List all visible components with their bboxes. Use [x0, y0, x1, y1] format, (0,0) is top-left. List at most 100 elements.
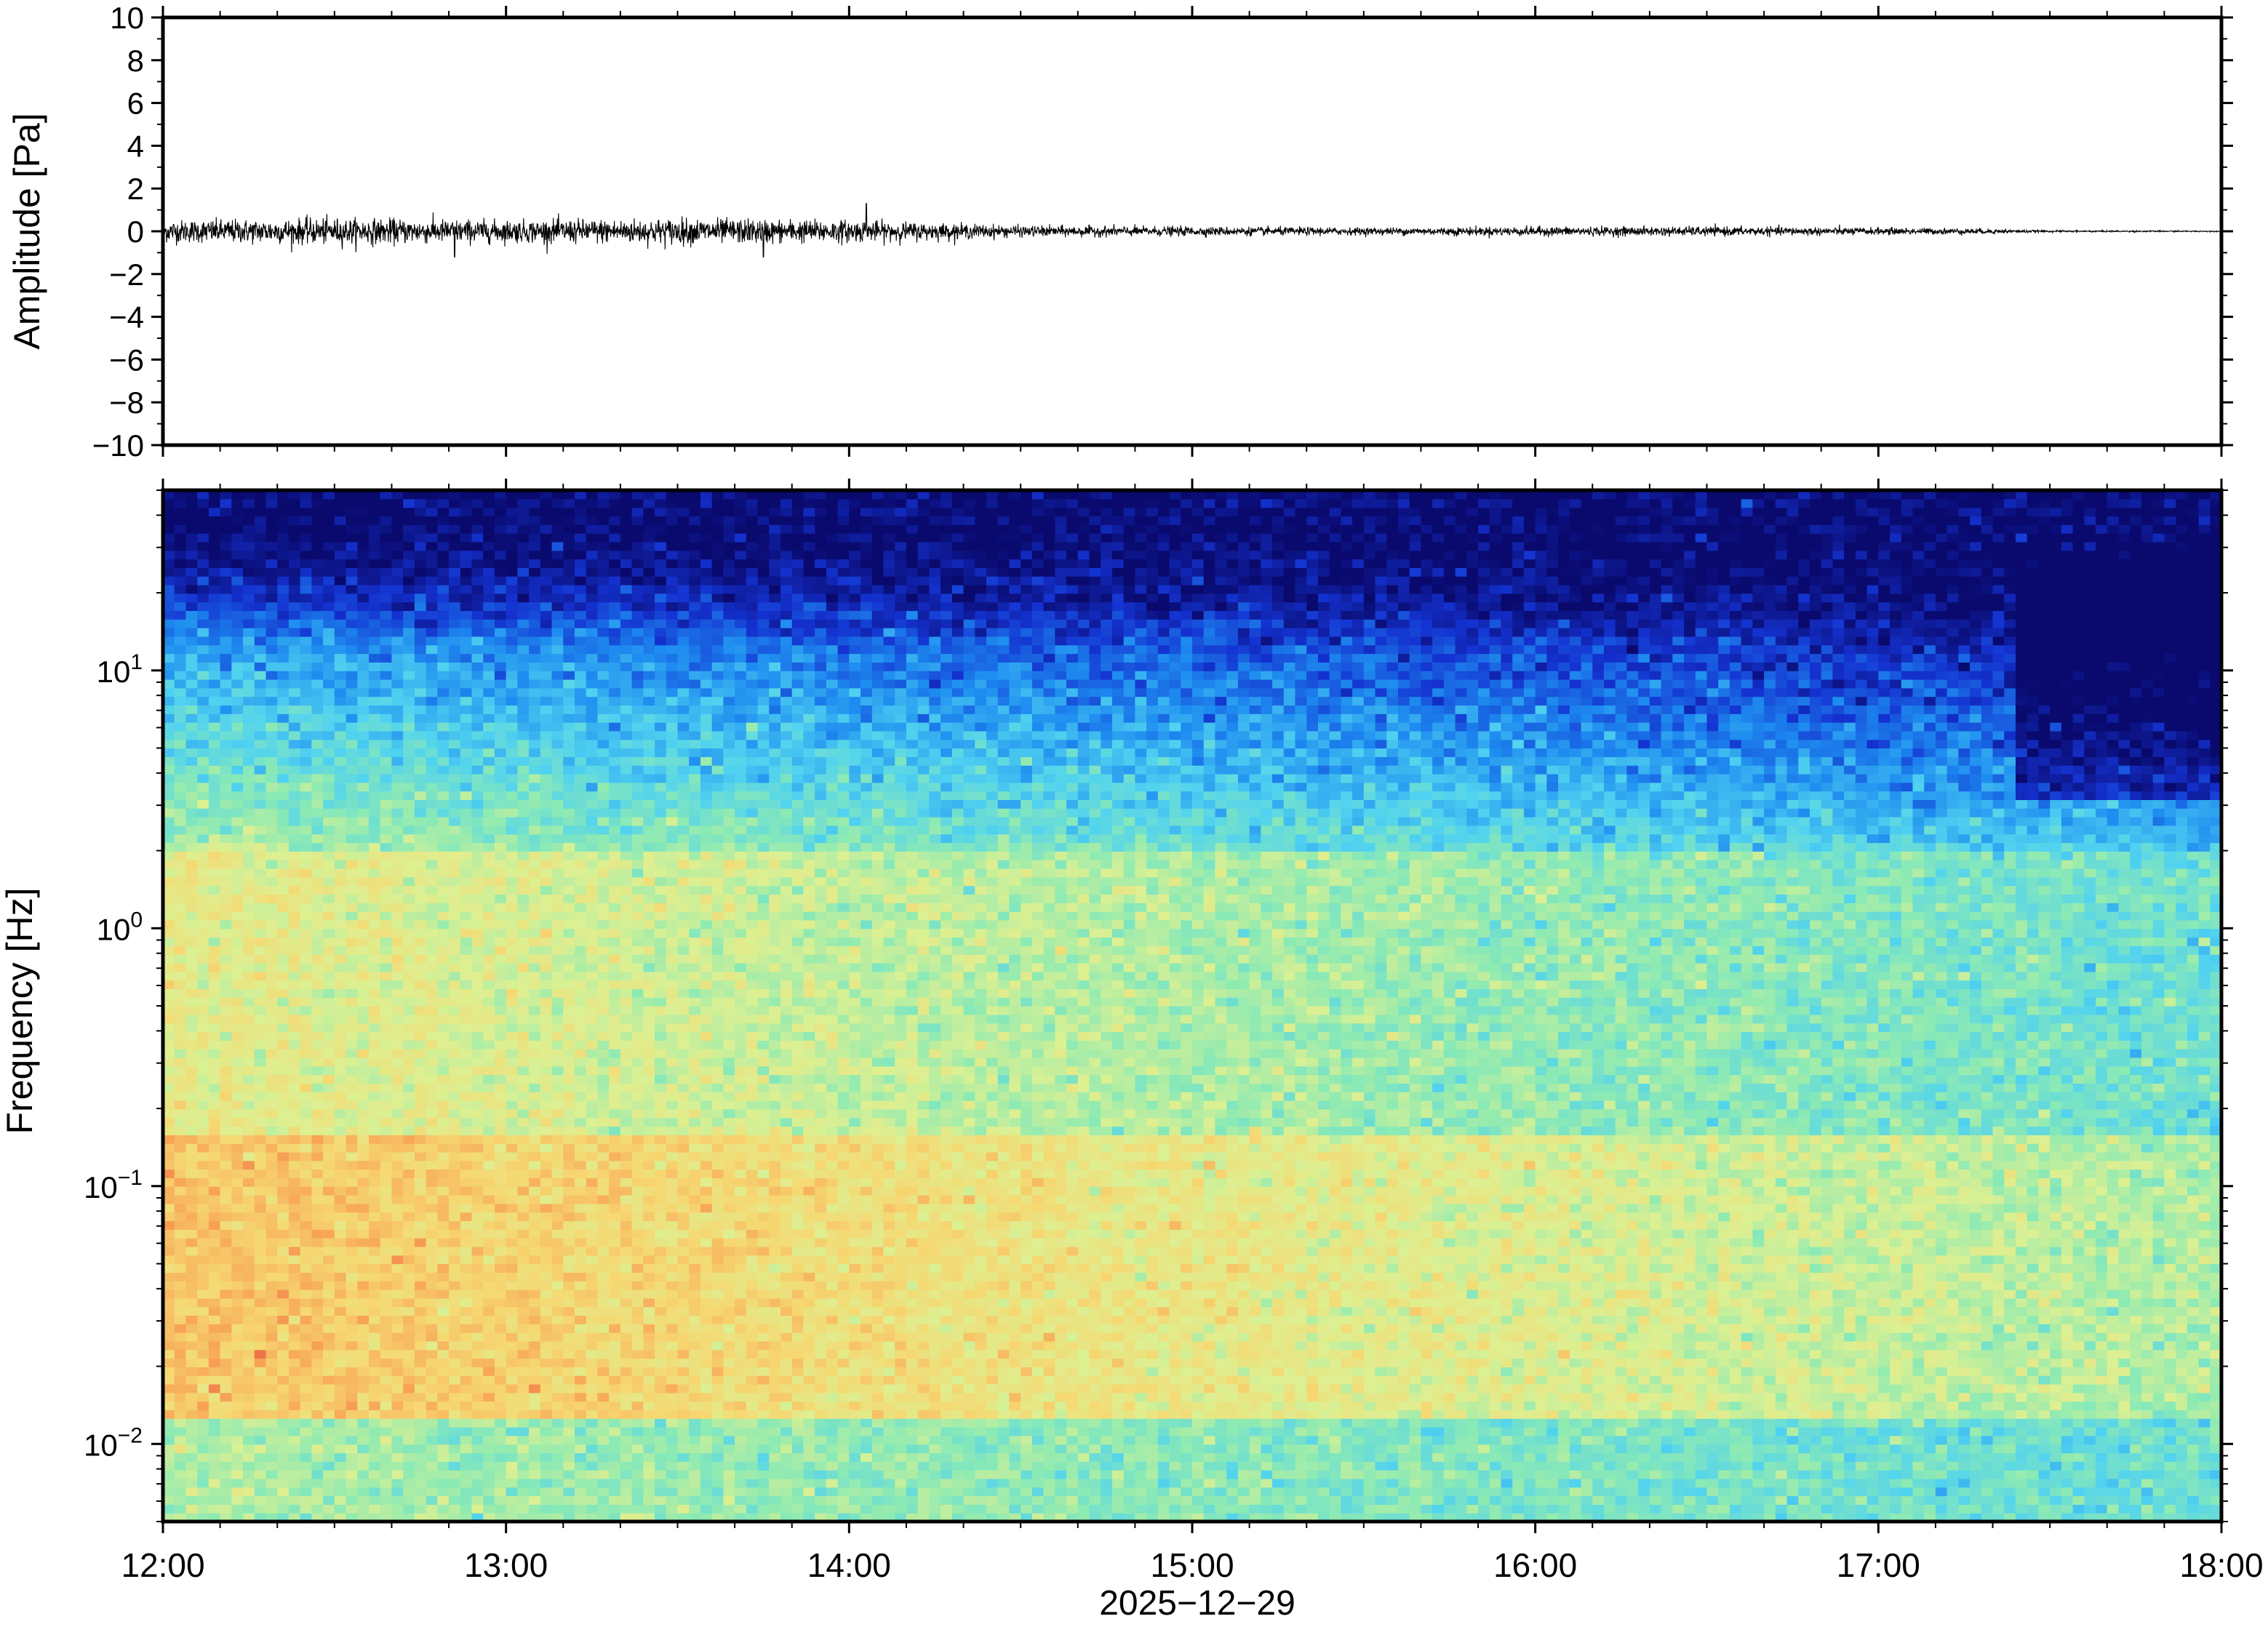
spectrogram-cell [335, 1332, 346, 1341]
spectrogram-cell [495, 576, 506, 585]
spectrogram-cell [575, 1290, 586, 1298]
spectrogram-cell [460, 567, 472, 576]
spectrogram-cell [209, 679, 220, 688]
spectrogram-cell [449, 679, 460, 688]
spectrogram-cell [575, 585, 586, 593]
spectrogram-cell [597, 1212, 609, 1221]
spectrogram-cell [289, 705, 300, 713]
spectrogram-cell [231, 1410, 243, 1418]
spectrogram-cell [391, 997, 403, 1006]
spectrogram-cell [255, 1135, 266, 1143]
spectrogram-cell [449, 713, 460, 722]
spectrogram-cell [197, 697, 209, 705]
spectrogram-cell [460, 559, 472, 568]
spectrogram-cell [369, 851, 380, 860]
spectrogram-cell [335, 1161, 346, 1170]
spectrogram-cell [266, 1487, 278, 1496]
spectrogram-cell [540, 783, 552, 791]
spectrogram-cell [311, 1367, 323, 1375]
spectrogram-cell [449, 1315, 460, 1324]
spectrogram-cell [243, 1281, 255, 1290]
spectrogram-cell [575, 1238, 586, 1247]
spectrogram-cell [517, 920, 529, 929]
spectrogram-cell [540, 619, 552, 628]
spectrogram-cell [346, 920, 358, 929]
spectrogram-cell [346, 705, 358, 713]
spectrogram-cell [380, 1075, 392, 1084]
spectrogram-cell [197, 1161, 209, 1170]
spectrogram-cell [323, 1307, 335, 1316]
spectrogram-cell [323, 842, 335, 851]
spectrogram-cell [380, 842, 392, 851]
spectrogram-cell [620, 842, 632, 851]
spectrogram-cell [472, 722, 484, 731]
spectrogram-cell [472, 1178, 484, 1186]
spectrogram-cell [575, 886, 586, 895]
spectrogram-cell [552, 619, 564, 628]
spectrogram-cell [506, 524, 518, 533]
spectrogram-cell [185, 1058, 197, 1066]
spectrogram-cell [426, 610, 438, 619]
spectrogram-cell [620, 722, 632, 731]
spectrogram-cell [529, 1083, 540, 1092]
spectrogram-cell [323, 1410, 335, 1418]
spectrogram-cell [243, 920, 255, 929]
spectrogram-cell [620, 576, 632, 585]
spectrogram-cell [185, 679, 197, 688]
spectrogram-cell [460, 1384, 472, 1393]
spectrogram-cell [391, 697, 403, 705]
spectrogram-cell [575, 842, 586, 851]
spectrogram-cell [506, 1135, 518, 1143]
spectrogram-cell [243, 1100, 255, 1109]
spectrogram-cell [185, 551, 197, 559]
spectrogram-cell [483, 551, 495, 559]
spectrogram-cell [620, 671, 632, 679]
spectrogram-cell [415, 963, 426, 972]
spectrogram-cell [346, 499, 358, 508]
spectrogram-cell [632, 1427, 644, 1436]
spectrogram-cell [449, 508, 460, 516]
spectrogram-cell [335, 1229, 346, 1238]
spectrogram-cell [266, 946, 278, 954]
spectrogram-cell [437, 1367, 449, 1375]
spectrogram-cell [483, 1315, 495, 1324]
spectrogram-cell [632, 1479, 644, 1487]
spectrogram-cell [449, 559, 460, 568]
spectrogram-cell [460, 1212, 472, 1221]
spectrogram-column [495, 490, 506, 1522]
spectrogram-cell [437, 1479, 449, 1487]
spectrogram-cell [369, 567, 380, 576]
spectrogram-cell [552, 980, 564, 989]
spectrogram-cell [323, 576, 335, 585]
spectrogram-cell [209, 877, 220, 886]
spectrogram-cell [311, 817, 323, 826]
spectrogram-cell [403, 1496, 415, 1505]
spectrogram-cell [517, 1255, 529, 1264]
spectrogram-cell [391, 585, 403, 593]
spectrogram-cell [220, 533, 232, 542]
spectrogram-cell [529, 842, 540, 851]
spectrogram-cell [357, 894, 369, 903]
spectrogram-cell [552, 1341, 564, 1350]
spectrogram-cell [540, 1204, 552, 1212]
spectrogram-cell [323, 972, 335, 980]
spectrogram-cell [311, 1290, 323, 1298]
spectrogram-cell [335, 1083, 346, 1092]
spectrogram-cell [472, 929, 484, 938]
spectrogram-cell [540, 688, 552, 697]
spectrogram-cell [506, 636, 518, 645]
spectrogram-cell [449, 1238, 460, 1247]
spectrogram-cell [403, 508, 415, 516]
spectrogram-cell [415, 628, 426, 636]
spectrogram-cell [311, 826, 323, 834]
spectrogram-cell [483, 1135, 495, 1143]
spectrogram-cell [426, 1487, 438, 1496]
spectrogram-cell [185, 585, 197, 593]
spectrogram-cell [255, 980, 266, 989]
spectrogram-cell [552, 610, 564, 619]
spectrogram-cell [632, 1350, 644, 1359]
spectrogram-cell [437, 679, 449, 688]
spectrogram-cell [540, 1341, 552, 1350]
spectrogram-cell [300, 1049, 312, 1058]
spectrogram-cell [620, 1109, 632, 1118]
